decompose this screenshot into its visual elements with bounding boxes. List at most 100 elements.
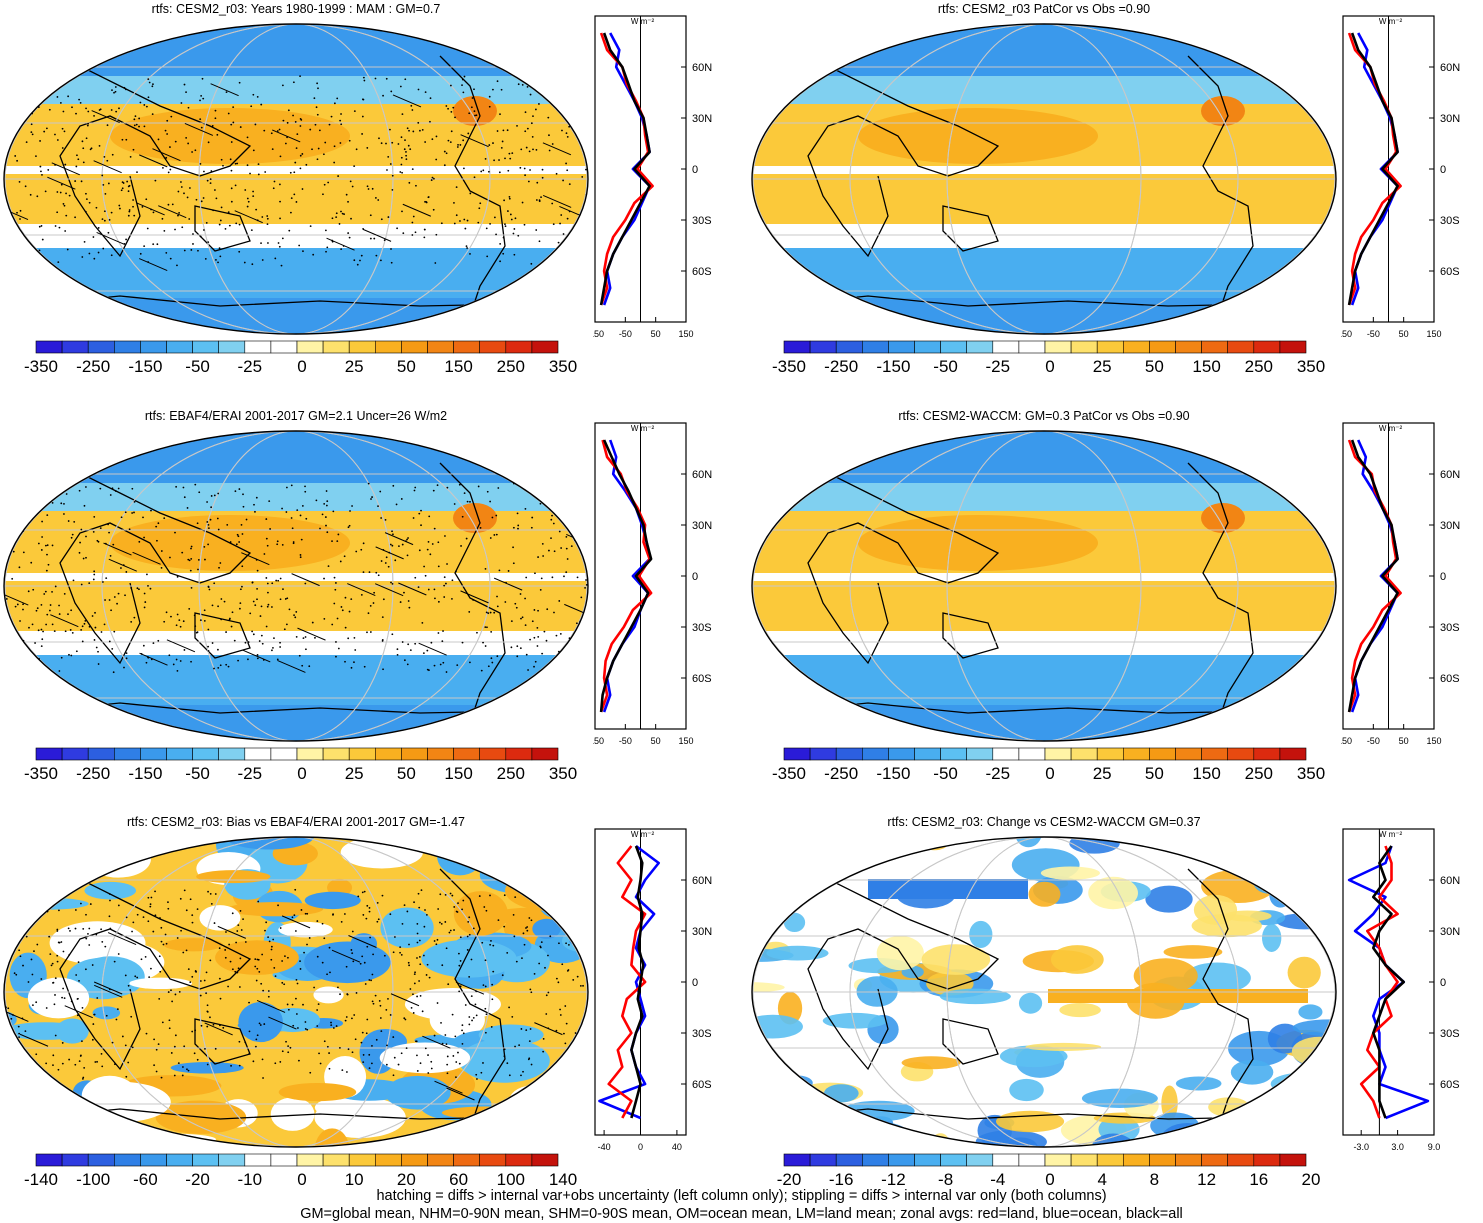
panel-p1: rtfs: CESM2_r03: Years 1980-1999 : MAM :… <box>0 0 735 400</box>
zonal-lat-label: 30S <box>692 622 712 634</box>
colorbar-tick-label: 25 <box>344 357 364 376</box>
colorbar-tick-label: 250 <box>496 764 525 783</box>
zonal-lat-label: 30S <box>1440 622 1460 634</box>
footer: hatching = diffs > internal var+obs unce… <box>0 1187 1483 1223</box>
zonal-mean-plot: W m⁻² 60N 30N 0 30S 60S -3.0 3.0 9.0 <box>1342 828 1460 1152</box>
colorbar-tick-label: 50 <box>1144 357 1164 376</box>
colorbar <box>35 340 559 354</box>
colorbar-tick-label: 250 <box>1244 764 1273 783</box>
zonal-x-tick-label: -150 <box>1341 329 1352 339</box>
zonal-ocean-line <box>602 439 651 713</box>
colorbar-tick-label: 100 <box>496 1170 525 1189</box>
colorbar-tick-label: -140 <box>23 1170 59 1189</box>
colorbar-tick-label: 0 <box>297 1170 307 1189</box>
colorbar-tick-label: -350 <box>23 764 59 783</box>
colorbar-tick-label: -20 <box>776 1170 802 1189</box>
zonal-all-line <box>1347 32 1399 306</box>
colorbar-tick-label: 0 <box>297 357 307 376</box>
colorbar <box>783 747 1307 761</box>
zonal-lat-label: 60N <box>1440 875 1460 887</box>
colorbar-tick-label: -25 <box>985 357 1011 376</box>
zonal-ocean-line <box>1350 32 1399 306</box>
panel-p3: rtfs: EBAF4/ERAI 2001-2017 GM=2.1 Uncer=… <box>0 407 735 807</box>
map-title: rtfs: CESM2-WACCM: GM=0.3 PatCor vs Obs … <box>898 409 1190 423</box>
panel-p5: rtfs: CESM2_r03: Bias vs EBAF4/ERAI 2001… <box>0 813 735 1213</box>
colorbar <box>35 1153 559 1167</box>
colorbar-tick-label: 20 <box>1301 1170 1321 1189</box>
zonal-x-tick-label: 50 <box>1399 736 1409 746</box>
colorbar-tick-label: 50 <box>1144 764 1164 783</box>
colorbar-tick-label: 350 <box>1296 357 1326 376</box>
colorbar-tick-label: -250 <box>76 764 111 783</box>
zonal-x-tick-label: -50 <box>1367 329 1380 339</box>
zonal-x-tick-label: -40 <box>598 1142 611 1152</box>
zonal-lat-label: 30S <box>692 215 712 227</box>
colorbar-tick-label: 12 <box>1197 1170 1217 1189</box>
zonal-lat-label: 30N <box>1440 520 1460 532</box>
colorbar-tick-label: -50 <box>185 764 210 783</box>
zonal-lat-label: 60S <box>1440 673 1460 685</box>
zonal-lat-label: 30N <box>1440 113 1460 125</box>
colorbar <box>783 1153 1307 1167</box>
zonal-x-tick-label: 150 <box>678 736 693 746</box>
colorbar-tick-label: -50 <box>933 357 958 376</box>
colorbar-tick-label: -25 <box>237 764 263 783</box>
colorbar-tick-label: 8 <box>1149 1170 1160 1189</box>
zonal-lat-label: 30S <box>692 1028 712 1040</box>
map-title: rtfs: CESM2_r03: Bias vs EBAF4/ERAI 2001… <box>127 815 465 829</box>
colorbar-tick-label: -12 <box>881 1170 906 1189</box>
colorbar-tick-label: 25 <box>344 764 364 783</box>
colorbar-tick-label: -16 <box>828 1170 854 1189</box>
map-plot <box>3 836 589 1148</box>
colorbar-labels: -350 -250 -150 -50 -25 0 25 50 150 250 350 <box>24 357 577 377</box>
zonal-ocean-line <box>602 32 651 306</box>
colorbar-tick-label: -350 <box>23 357 59 376</box>
zonal-x-tick-label: 40 <box>672 1142 682 1152</box>
colorbar-tick-label: -25 <box>237 357 263 376</box>
colorbar-tick-label: -25 <box>985 764 1011 783</box>
panel-p6: rtfs: CESM2_r03: Change vs CESM2-WACCM G… <box>748 813 1483 1213</box>
zonal-lat-label: 60S <box>1440 1079 1460 1091</box>
colorbar-tick-label: -20 <box>185 1170 210 1189</box>
zonal-land-line <box>607 845 647 1119</box>
footer-line-1: hatching = diffs > internal var+obs unce… <box>376 1188 1107 1204</box>
zonal-x-tick-label: 150 <box>1426 736 1441 746</box>
zonal-lat-label: 60S <box>692 266 712 278</box>
colorbar-tick-label: 350 <box>548 357 578 376</box>
colorbar-tick-label: -8 <box>938 1170 954 1189</box>
colorbar-tick-label: -350 <box>771 357 807 376</box>
colorbar-labels: -140 -100 -60 -20 -10 0 10 20 60 100 140 <box>24 1170 577 1190</box>
colorbar-tick-label: 0 <box>1045 1170 1055 1189</box>
zonal-lat-label: 0 <box>692 164 698 176</box>
zonal-x-tick-label: -150 <box>593 736 604 746</box>
zonal-all-line <box>599 32 651 306</box>
zonal-mean-plot: W m⁻² 60N 30N 0 30S 60S -150 -50 50 150 <box>1341 15 1460 339</box>
panel-p2: rtfs: CESM2_r03 PatCor vs Obs =0.90 -350-… <box>748 0 1483 400</box>
zonal-units: W m⁻² <box>631 830 655 839</box>
zonal-lat-label: 30N <box>692 520 712 532</box>
zonal-lat-label: 30S <box>1440 1028 1460 1040</box>
colorbar-labels: -20 -16 -12 -8 -4 0 4 8 12 16 20 <box>777 1170 1321 1190</box>
zonal-x-tick-label: -50 <box>1367 736 1380 746</box>
colorbar-tick-label: 150 <box>1192 764 1221 783</box>
zonal-x-tick-label: -150 <box>593 329 604 339</box>
colorbar-tick-label: -150 <box>876 764 911 783</box>
zonal-lat-label: 30S <box>1440 215 1460 227</box>
zonal-lat-label: 0 <box>1440 571 1446 583</box>
zonal-x-tick-label: -150 <box>1341 736 1352 746</box>
zonal-mean-plot: W m⁻² 60N 30N 0 30S 60S -150 -50 50 150 <box>593 422 712 746</box>
colorbar-tick-label: -150 <box>876 357 911 376</box>
panel-p4: rtfs: CESM2-WACCM: GM=0.3 PatCor vs Obs … <box>748 407 1483 807</box>
colorbar-tick-label: -100 <box>76 1170 111 1189</box>
colorbar-tick-label: 4 <box>1097 1170 1107 1189</box>
zonal-ocean-line <box>1350 439 1399 713</box>
colorbar-tick-label: 140 <box>548 1170 578 1189</box>
zonal-lat-label: 0 <box>692 571 698 583</box>
map-plot <box>3 23 589 335</box>
zonal-x-tick-label: 50 <box>651 329 661 339</box>
colorbar-tick-label: 350 <box>548 764 578 783</box>
colorbar-tick-label: 16 <box>1249 1170 1269 1189</box>
zonal-all-line <box>1371 845 1406 1119</box>
colorbar-labels: -350 -250 -150 -50 -25 0 25 50 150 250 350 <box>772 357 1325 377</box>
zonal-all-line <box>630 845 645 1119</box>
